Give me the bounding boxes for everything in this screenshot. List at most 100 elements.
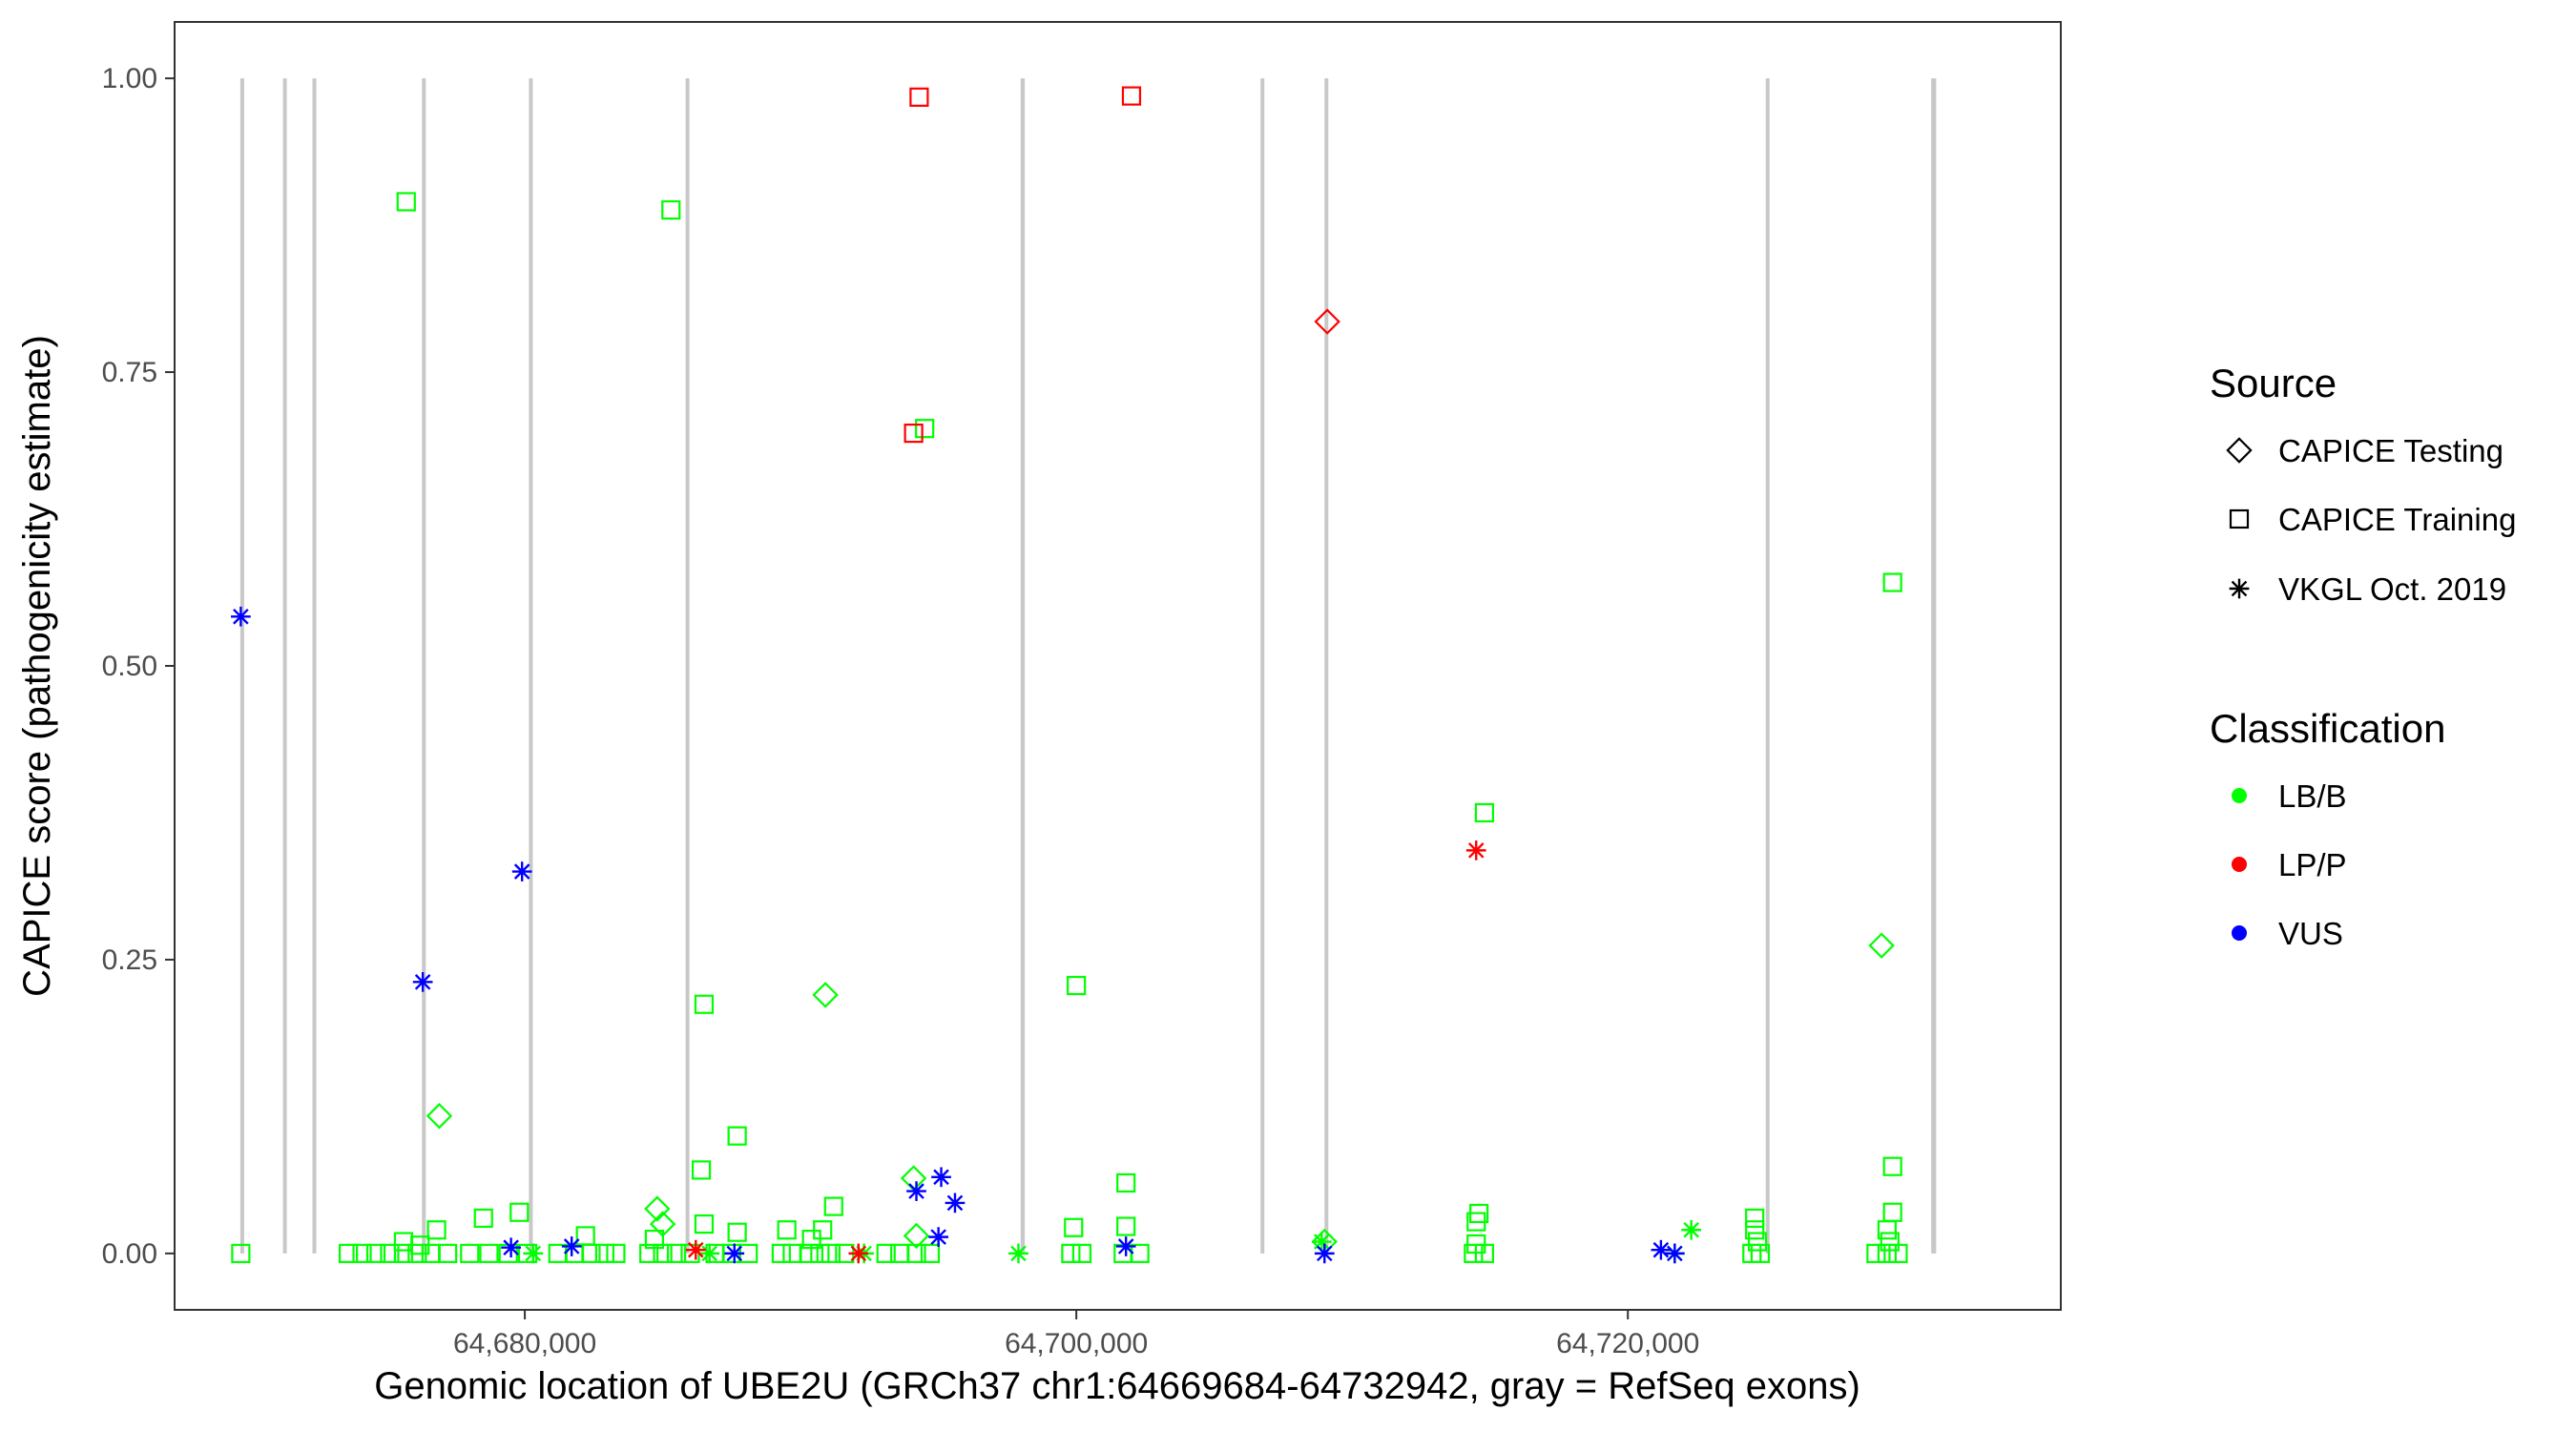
data-point: [365, 1243, 386, 1263]
legend-classification-title: Classification: [2210, 706, 2445, 751]
data-point: [685, 1239, 706, 1260]
x-tick-label: 64,680,000: [453, 1328, 596, 1359]
legend-source-key: [2229, 578, 2250, 599]
y-tick-label: 0.50: [102, 651, 157, 682]
data-point: [231, 1243, 251, 1263]
data-point: [1464, 1243, 1484, 1263]
data-point: [1071, 1243, 1092, 1263]
data-point: [1474, 1243, 1495, 1263]
data-points: [231, 86, 1908, 1264]
data-point: [380, 1243, 400, 1263]
data-point: [511, 861, 532, 881]
data-point: [727, 1126, 747, 1146]
y-tick-label: 1.00: [102, 63, 157, 94]
data-point: [821, 1243, 841, 1263]
y-tick-label: 0.75: [102, 357, 157, 388]
data-point: [473, 1208, 493, 1229]
data-point: [426, 1103, 453, 1130]
data-point: [812, 982, 839, 1008]
data-point: [1745, 1208, 1765, 1229]
data-point: [906, 1181, 926, 1201]
data-point: [906, 1243, 926, 1263]
exon-band: [282, 78, 287, 1254]
data-point: [352, 1243, 372, 1263]
data-point: [509, 1202, 530, 1222]
data-point: [799, 1243, 819, 1263]
data-point: [1314, 1243, 1335, 1264]
y-axis-title: CAPICE score (pathogenicity estimate): [16, 335, 58, 997]
data-point: [407, 1243, 427, 1263]
exon-band: [1020, 78, 1026, 1254]
data-point: [1064, 1217, 1084, 1237]
data-point: [694, 1213, 715, 1234]
data-point: [338, 1243, 359, 1263]
data-point: [1474, 802, 1495, 823]
data-point: [1314, 308, 1340, 335]
data-point: [920, 1243, 941, 1263]
data-point: [777, 1220, 797, 1240]
data-point: [594, 1243, 614, 1263]
data-point: [915, 419, 935, 439]
exon-band: [422, 78, 426, 1254]
data-point: [1665, 1243, 1685, 1264]
data-point: [1130, 1243, 1150, 1263]
data-point: [581, 1243, 601, 1263]
legend-class-label: VUS: [2278, 916, 2343, 951]
x-axis-title: Genomic location of UBE2U (GRCh37 chr1:6…: [374, 1365, 1860, 1407]
data-point: [438, 1243, 458, 1263]
legend-source-key: [2229, 508, 2250, 529]
data-point: [606, 1243, 626, 1263]
data-point: [1116, 1216, 1136, 1236]
data-point: [928, 1227, 948, 1247]
data-point: [1882, 1156, 1902, 1176]
data-point: [1115, 1236, 1136, 1256]
exon-band: [529, 78, 533, 1254]
legend-source-label: CAPICE Testing: [2278, 433, 2503, 468]
data-point: [649, 1211, 676, 1237]
data-point: [479, 1243, 499, 1263]
data-point: [644, 1195, 671, 1222]
data-point: [848, 1243, 869, 1264]
data-point: [1061, 1243, 1081, 1263]
legend-source-key: [2226, 437, 2253, 464]
y-axis-ticks: 0.00 0.25 0.50 0.75 1.00: [102, 63, 175, 1270]
data-point: [1882, 1202, 1902, 1222]
data-point: [1008, 1243, 1028, 1264]
data-point: [396, 192, 416, 212]
exon-band: [1324, 78, 1329, 1254]
data-point: [1312, 1232, 1332, 1252]
data-point: [727, 1222, 747, 1242]
data-point: [1466, 1212, 1486, 1232]
data-point: [945, 1192, 966, 1213]
exon-bands: [239, 78, 1937, 1254]
data-point: [1877, 1243, 1898, 1263]
legend-class-key: [2232, 788, 2247, 803]
data-point: [1868, 932, 1895, 959]
data-point: [810, 1243, 830, 1263]
x-axis-ticks: 64,680,000 64,700,000 64,720,000: [453, 1310, 1699, 1359]
data-point: [904, 424, 924, 444]
data-point: [1747, 1232, 1768, 1252]
legend-class-label: LP/P: [2278, 847, 2347, 882]
data-point: [1745, 1220, 1765, 1240]
data-point: [393, 1243, 413, 1263]
data-point: [694, 994, 715, 1014]
data-point: [1067, 975, 1087, 996]
data-point: [931, 1167, 951, 1188]
legend-class-key: [2232, 857, 2247, 872]
data-point: [1465, 840, 1486, 861]
data-point: [1866, 1243, 1886, 1263]
data-point: [1651, 1239, 1672, 1260]
exon-band: [1931, 78, 1937, 1254]
data-point: [1882, 572, 1902, 592]
data-point: [561, 1236, 582, 1256]
y-tick-label: 0.25: [102, 944, 157, 976]
data-point: [909, 87, 929, 107]
legend-class-label: LB/B: [2278, 778, 2347, 814]
data-point: [823, 1196, 843, 1216]
data-point: [724, 1243, 745, 1264]
data-point: [460, 1243, 480, 1263]
legend-source-label: CAPICE Training: [2278, 502, 2516, 537]
